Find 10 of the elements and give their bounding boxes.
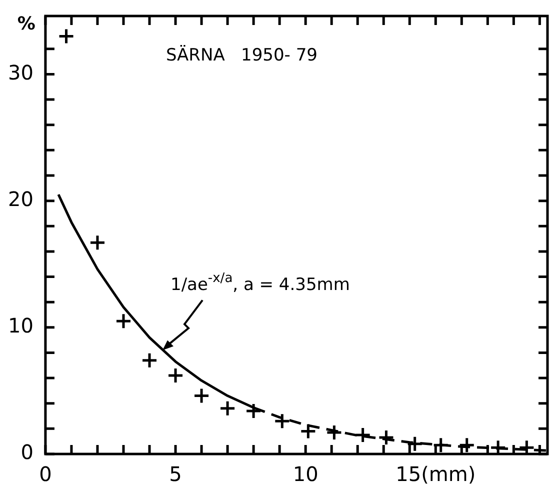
x-tick-label: 15(mm): [396, 462, 476, 486]
y-tick-label: 0: [20, 440, 34, 464]
y-tick-label: 10: [8, 314, 34, 338]
x-tick-label: 10: [292, 462, 318, 486]
y-tick-label: 20: [8, 187, 34, 212]
y-axis-title: %: [17, 14, 36, 35]
x-tick-label: 5: [169, 462, 182, 486]
text: SÄRNA 1950- 79: [166, 44, 318, 66]
x-tick-label: 0: [39, 462, 52, 486]
y-tick-label: 30: [8, 60, 34, 84]
